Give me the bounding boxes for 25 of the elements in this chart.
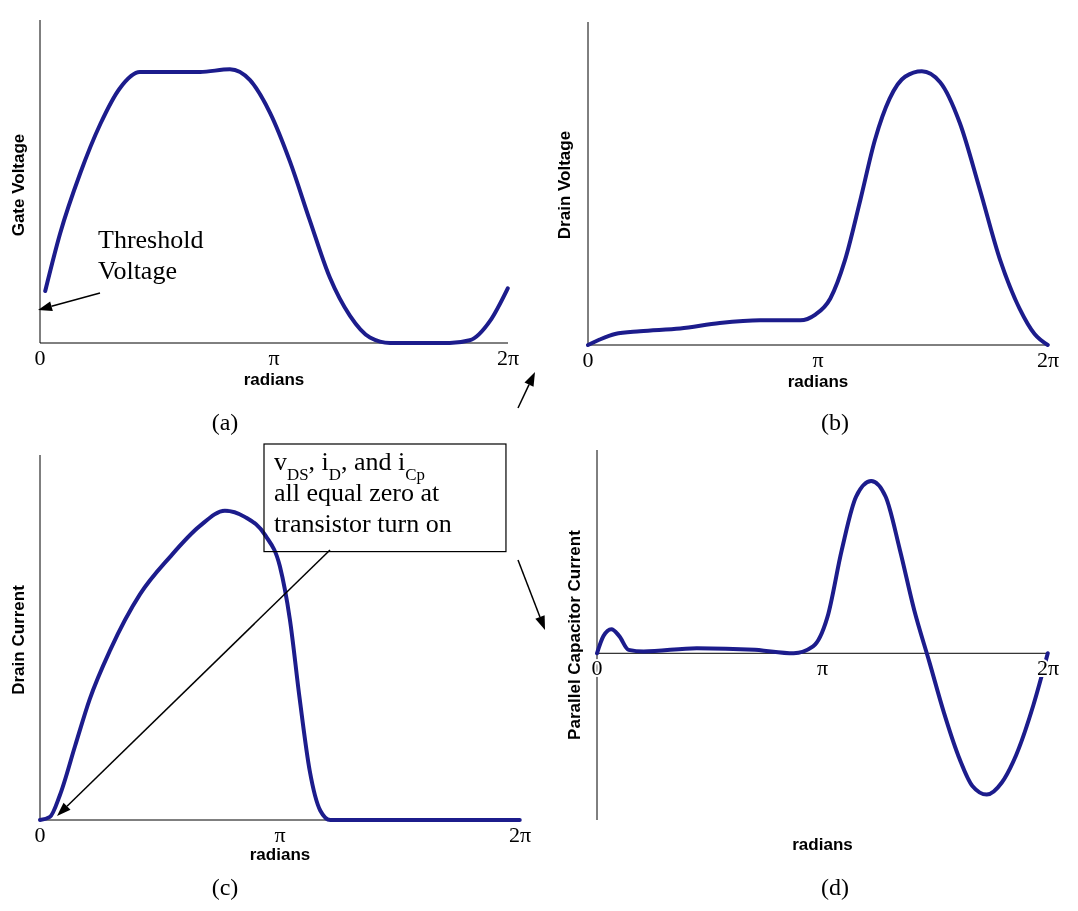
annotation: Threshold Voltage: [98, 225, 204, 286]
x-tick-label: 2π: [508, 822, 532, 847]
y-axis-title: Parallel Capacitor Current: [565, 529, 584, 740]
x-tick-label: 0: [34, 345, 46, 370]
x-axis-title: radians: [243, 370, 305, 389]
x-tick-label: 2π: [1036, 347, 1060, 372]
x-tick-label: 2π: [496, 345, 520, 370]
x-tick-label: π: [268, 345, 280, 370]
y-axis-title: Gate Voltage: [9, 133, 28, 237]
text: (b): [821, 409, 849, 435]
y-axis-title: Drain Current: [9, 584, 28, 695]
x-tick-label: 0: [582, 347, 594, 372]
text: (d): [821, 874, 849, 900]
y-axis-title: Drain Voltage: [555, 130, 574, 240]
text: (c): [211, 874, 239, 900]
x-tick-label: π: [816, 655, 829, 681]
text: (a): [211, 409, 239, 435]
x-axis-title: radians: [249, 845, 311, 864]
x-tick-label: 0: [591, 655, 603, 681]
x-tick-label: π: [274, 822, 286, 847]
annotation: v$_{DS}$, i$_{D}$, and i$_{Cp}$ all equal zero at transistor turn on: [274, 447, 452, 539]
x-tick-label: 0: [34, 822, 46, 847]
x-tick-label: π: [812, 347, 824, 372]
x-axis-title: radians: [792, 835, 853, 854]
x-axis-title: radians: [787, 372, 849, 391]
